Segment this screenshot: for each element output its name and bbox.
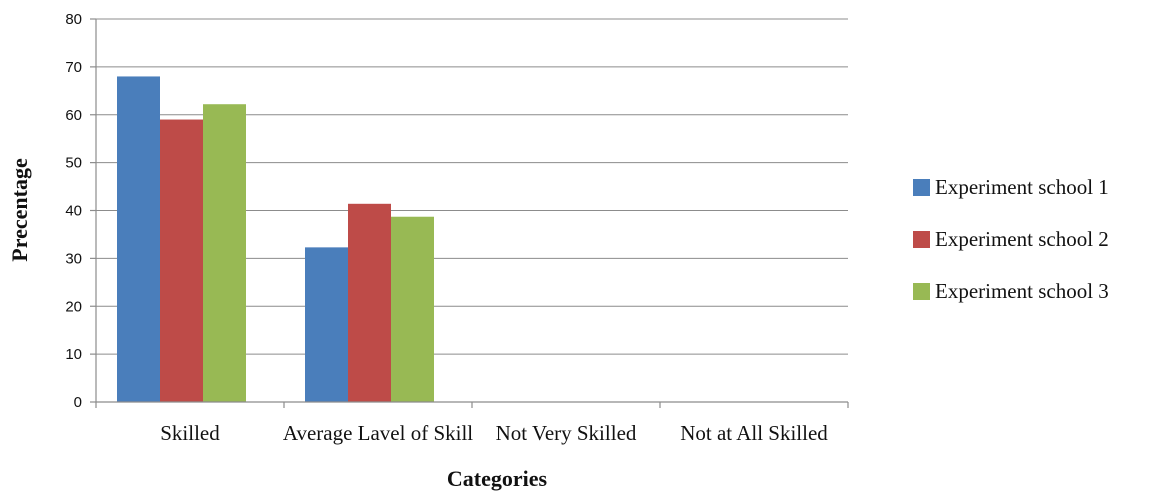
x-tick-label: Skilled — [160, 421, 220, 445]
legend-swatch-1 — [913, 179, 930, 196]
legend-label-1: Experiment school 1 — [935, 175, 1109, 199]
y-tick-label: 0 — [74, 394, 82, 411]
x-tick-label: Average Lavel of Skill — [283, 421, 473, 445]
y-tick-label: 20 — [65, 298, 82, 315]
bar-2-2 — [348, 203, 391, 402]
y-tick-label: 10 — [65, 346, 82, 363]
y-tick-label: 40 — [65, 203, 82, 220]
bar-2-1 — [160, 119, 203, 402]
x-tick-labels: Skilled Average Lavel of Skill Not Very Sk… — [95, 402, 849, 445]
bar-3-1 — [203, 104, 246, 402]
legend: Experiment school 1 Experiment school 2 Ex… — [913, 175, 1109, 303]
bar-1-2 — [305, 247, 348, 402]
legend-swatch-3 — [913, 283, 930, 300]
bar-1-1 — [117, 76, 160, 402]
y-tick-label: 50 — [65, 155, 82, 172]
bar-3-2 — [391, 216, 434, 402]
y-tick-label: 80 — [65, 11, 82, 28]
bars — [117, 76, 434, 402]
x-tick-label: Not Very Skilled — [496, 421, 637, 445]
legend-label-2: Experiment school 2 — [935, 227, 1109, 251]
y-tick-label: 60 — [65, 107, 82, 124]
y-axis-title: Precentage — [7, 158, 32, 262]
legend-label-3: Experiment school 3 — [935, 279, 1109, 303]
y-tick-label: 70 — [65, 59, 82, 76]
y-tick-label: 30 — [65, 250, 82, 267]
y-tick-labels: 0 10 20 30 40 50 60 70 80 — [65, 11, 82, 411]
x-axis-title: Categories — [447, 466, 548, 491]
x-tick-label: Not at All Skilled — [680, 421, 828, 445]
legend-swatch-2 — [913, 231, 930, 248]
